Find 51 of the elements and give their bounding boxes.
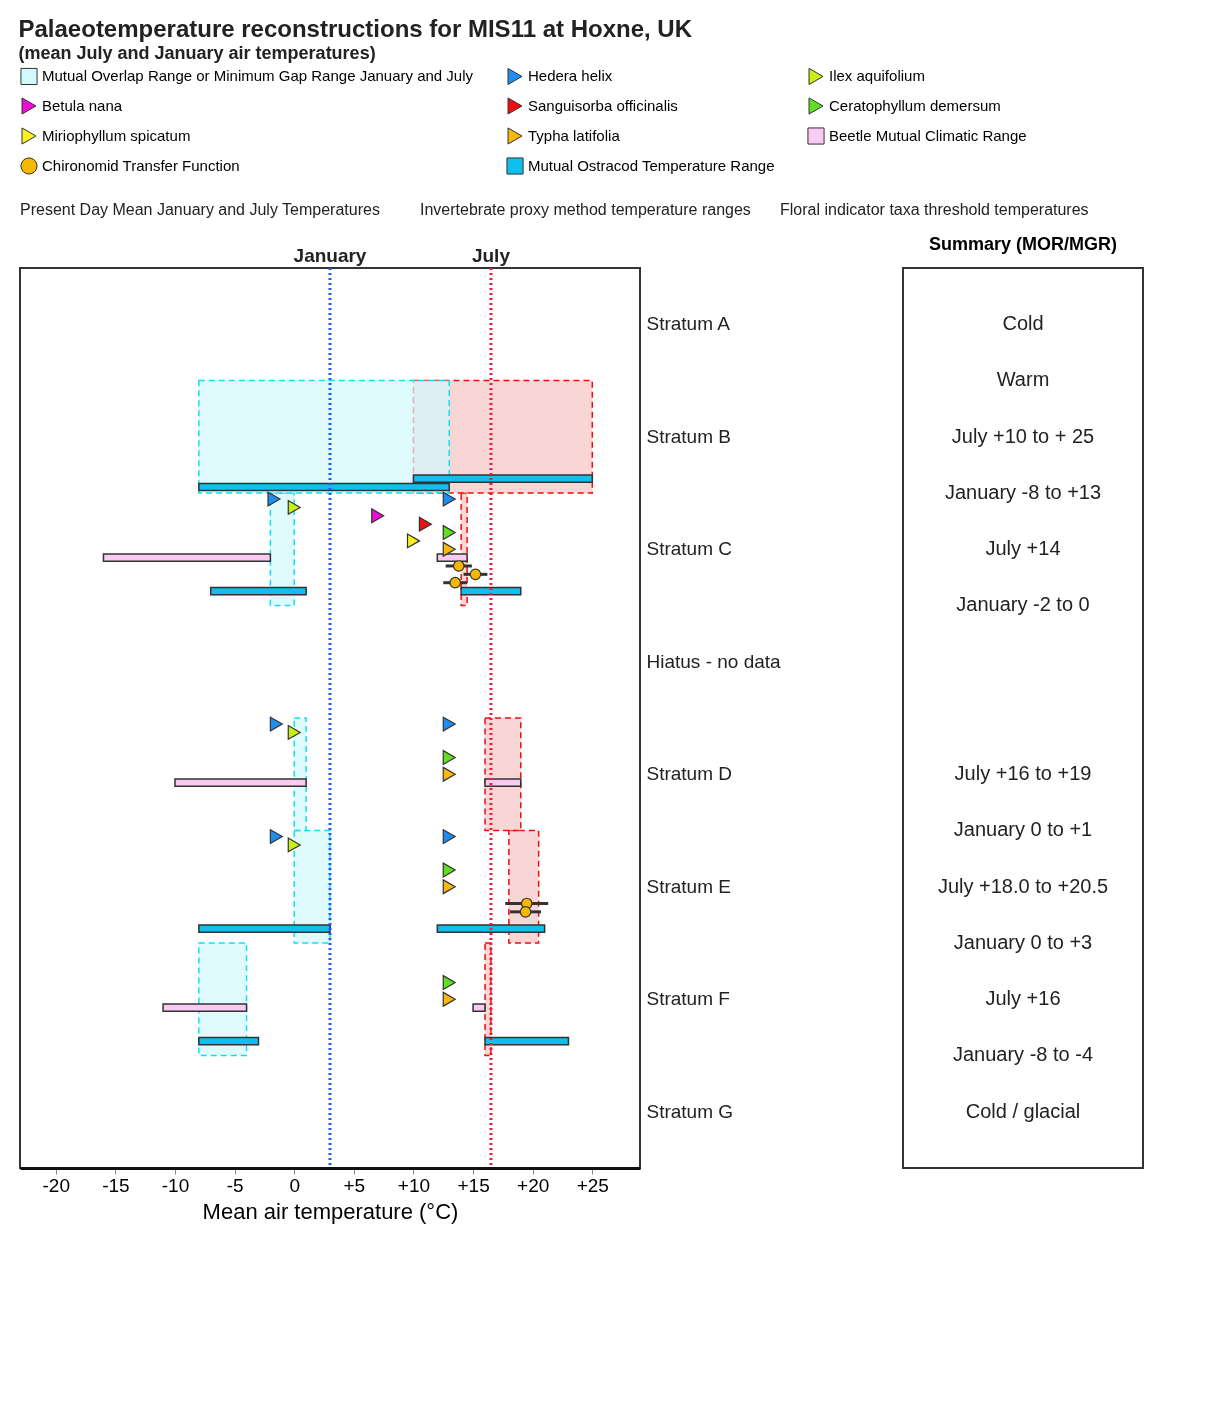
text: July +14: [985, 537, 1061, 560]
x-tick-label: -20: [42, 1174, 70, 1196]
text: Warm: [996, 368, 1050, 391]
text: July +10 to + 25: [951, 424, 1095, 447]
legend-label: Ilex aquifolium: [829, 67, 925, 85]
text: Cold / glacial: [965, 1099, 1081, 1122]
x-axis-title: Mean air temperature (°C): [202, 1198, 459, 1224]
text: July +18.0 to +20.5: [937, 874, 1109, 897]
ref-line-label: July: [471, 245, 511, 266]
text: July +16: [985, 987, 1061, 1010]
legend-label: Mutual Overlap Range or Minimum Gap Range January and July: [42, 67, 474, 85]
x-tick-label: +25: [576, 1174, 609, 1196]
text: January -8 to +13: [944, 480, 1102, 503]
legend-label: Typha latifolia: [528, 127, 621, 144]
y-tick-label: Stratum F: [646, 988, 730, 1010]
legend-label: Ceratophyllum demersum: [829, 97, 1001, 114]
legend-label: Betula nana: [42, 97, 123, 114]
x-tick-label: -5: [226, 1174, 244, 1196]
y-tick-label: Stratum D: [646, 763, 733, 785]
legend-label: Sanguisorba officinalis: [528, 97, 678, 114]
chart-subtitle: (mean July and January air temperatures): [18, 43, 376, 63]
legend-label: Hedera helix: [528, 67, 613, 85]
y-tick-label: Stratum G: [646, 1100, 734, 1122]
text: July +16 to +19: [954, 762, 1092, 785]
y-tick-label: Stratum E: [646, 875, 731, 897]
text: January -8 to -4: [952, 1043, 1094, 1066]
x-tick-label: 0: [289, 1174, 301, 1196]
text: January 0 to +3: [953, 930, 1093, 953]
legend-label: Beetle Mutual Climatic Range: [829, 127, 1027, 144]
text: January 0 to +1: [953, 818, 1093, 841]
x-tick-label: +5: [343, 1174, 366, 1196]
y-tick-label: Stratum B: [646, 425, 731, 447]
x-tick-label: +20: [517, 1174, 550, 1196]
chart-title: Palaeotemperature reconstructions for MIS11 at Hoxne, UK: [18, 15, 693, 42]
legend-label: Chironomid Transfer Function: [42, 157, 240, 174]
text: January -2 to 0: [956, 593, 1090, 616]
y-tick-label: Stratum C: [646, 538, 733, 560]
text: Floral indicator taxa threshold temperatures: [780, 201, 1089, 218]
x-tick-label: -10: [161, 1174, 190, 1196]
text: Cold: [1002, 312, 1044, 335]
text: Summary (MOR/MGR): [928, 234, 1118, 254]
legend-label: Miriophyllum spicatum: [42, 127, 191, 144]
x-tick-label: -15: [102, 1174, 130, 1196]
x-tick-label: +10: [397, 1174, 431, 1196]
y-tick-label: Stratum A: [646, 313, 731, 335]
text: Invertebrate proxy method temperature ranges: [420, 201, 751, 218]
text: Present Day Mean January and July Temperatures: [20, 201, 380, 218]
y-tick-label: Hiatus - no data: [646, 650, 782, 672]
legend-label: Mutual Ostracod Temperature Range: [528, 157, 775, 174]
x-tick-label: +15: [457, 1174, 490, 1196]
ref-line-label: January: [293, 245, 367, 266]
